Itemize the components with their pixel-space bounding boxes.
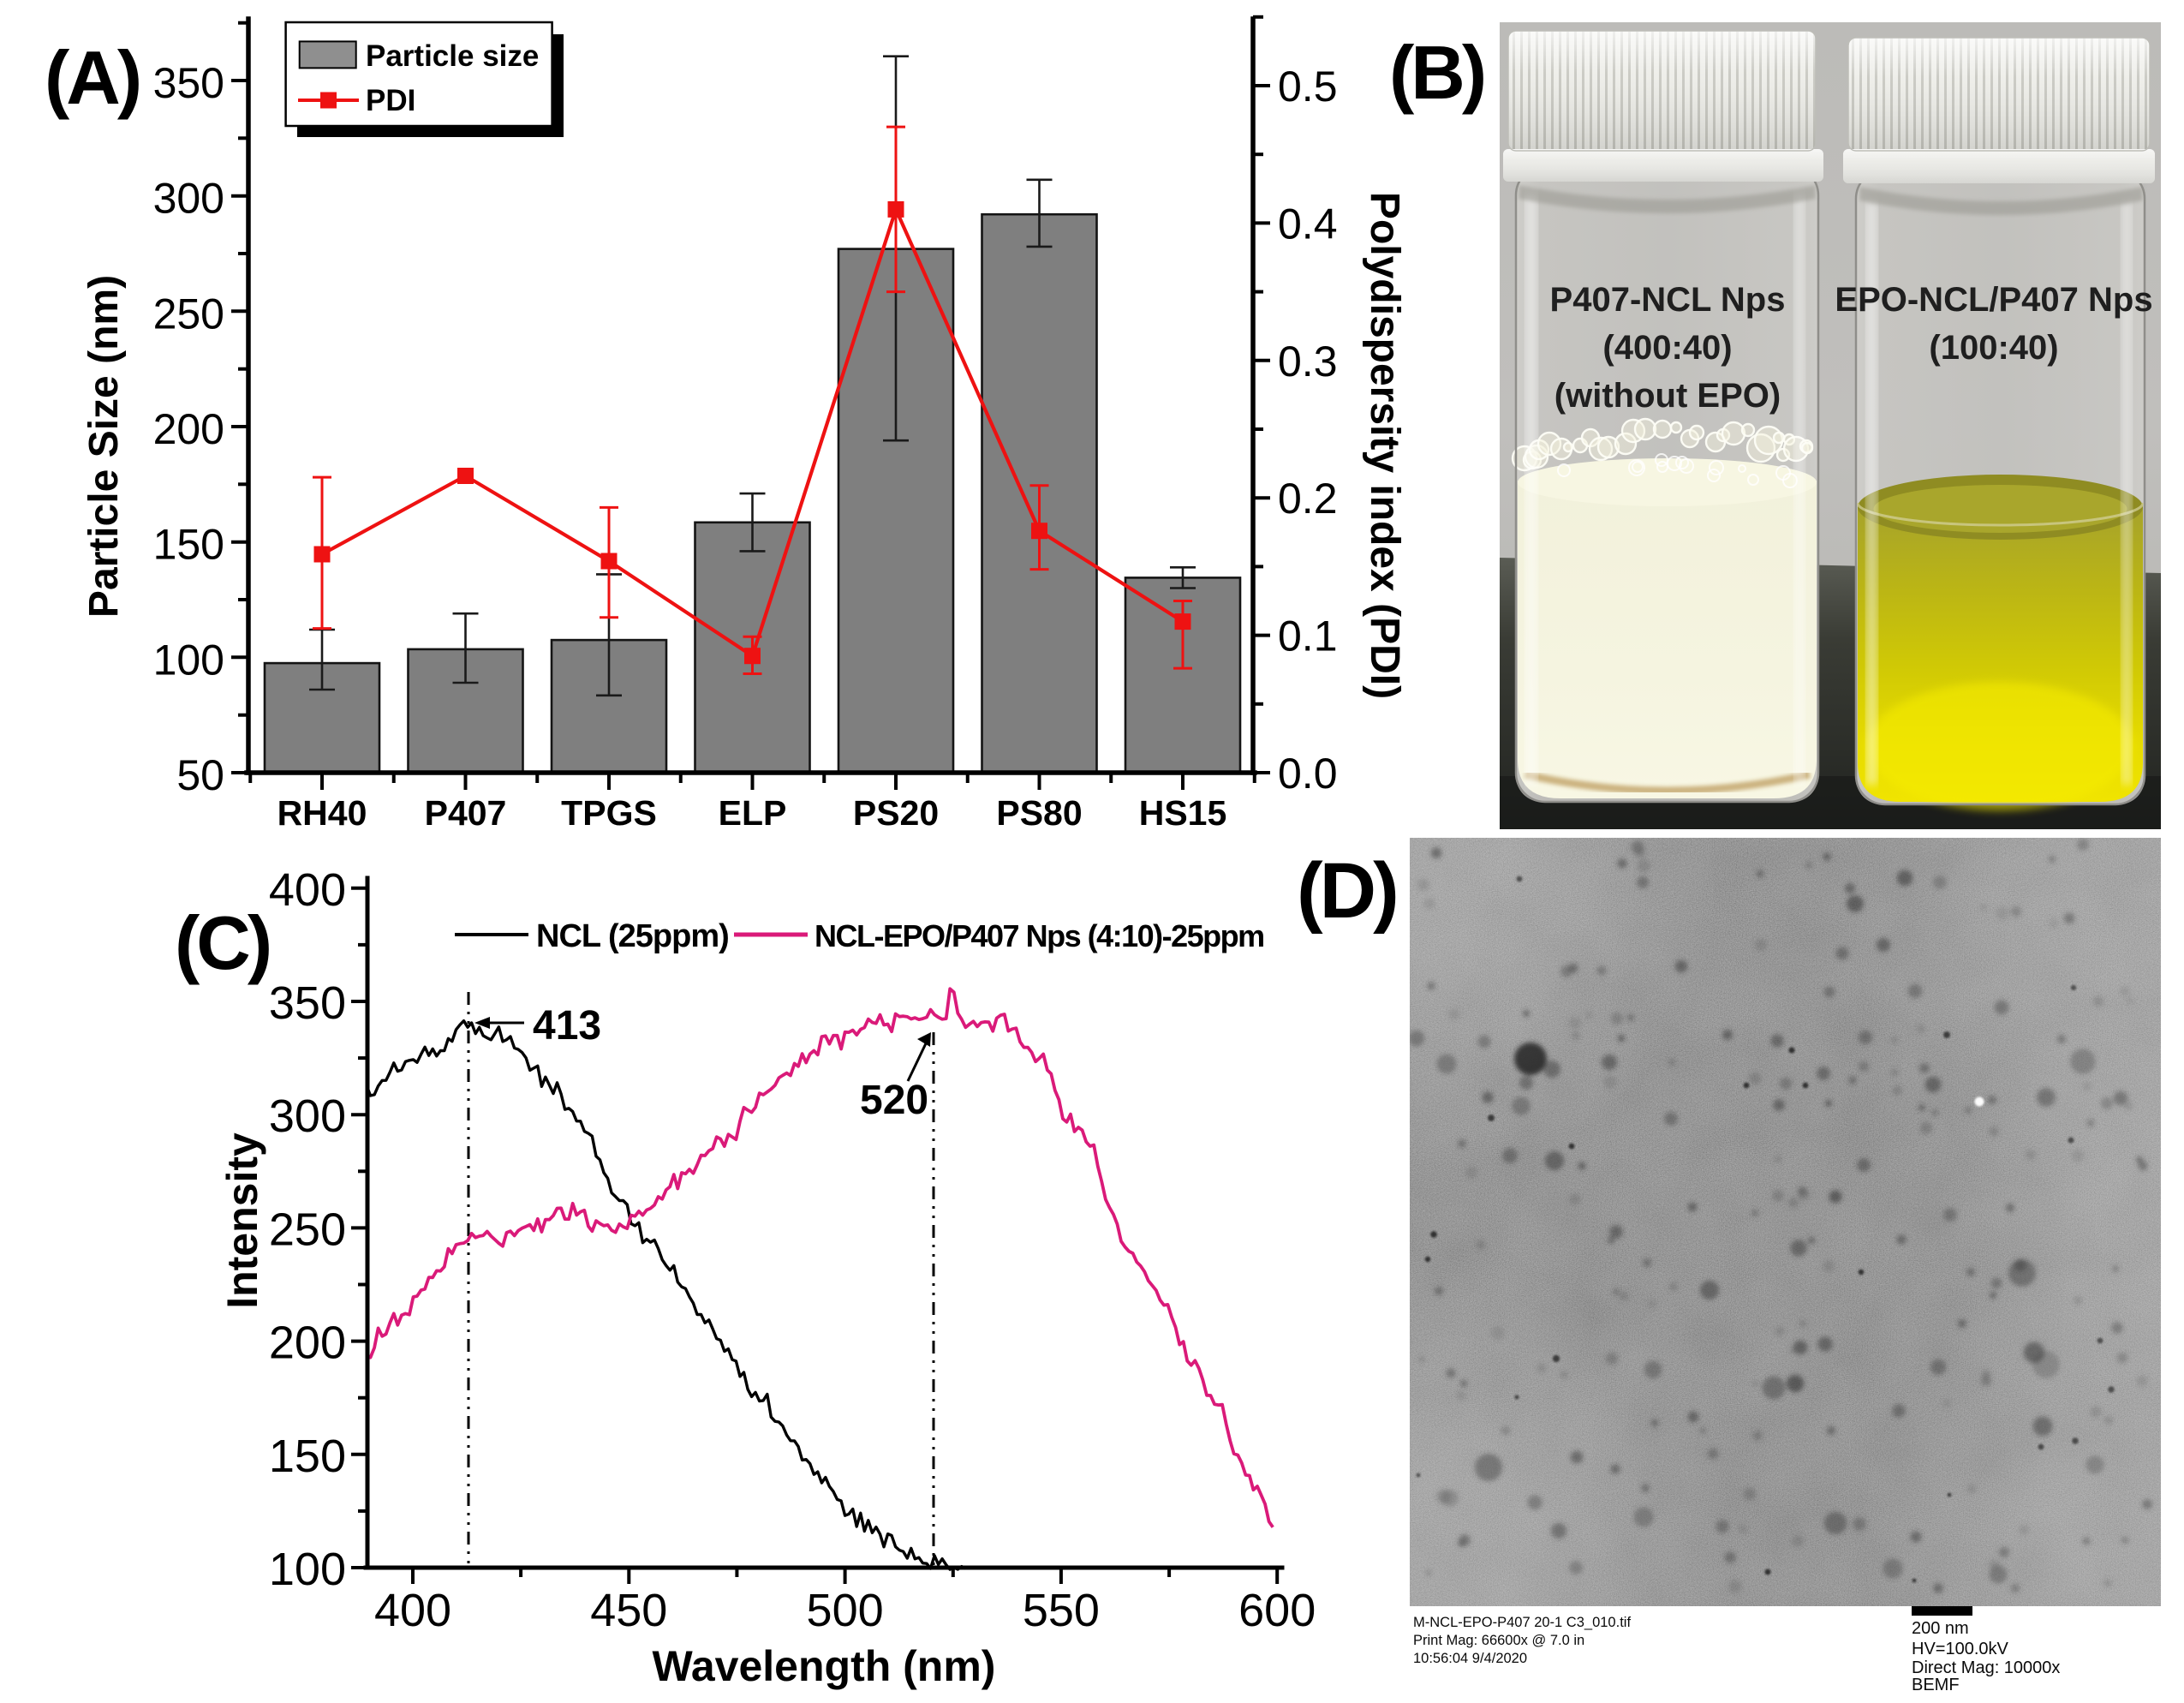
svg-text:10:56:04 9/4/2020: 10:56:04 9/4/2020	[1413, 1651, 1527, 1666]
svg-text:500: 500	[807, 1585, 884, 1636]
svg-text:450: 450	[590, 1585, 667, 1636]
svg-text:100: 100	[153, 636, 224, 684]
svg-text:(without EPO): (without EPO)	[1554, 377, 1781, 415]
svg-text:PS20: PS20	[853, 793, 939, 833]
svg-text:NCL (25ppm): NCL (25ppm)	[536, 918, 729, 954]
svg-text:150: 150	[153, 521, 224, 569]
svg-text:200 nm: 200 nm	[1912, 1619, 1969, 1638]
svg-text:BEMF: BEMF	[1912, 1676, 1960, 1694]
svg-text:0.4: 0.4	[1278, 200, 1338, 248]
svg-text:(100:40): (100:40)	[1929, 329, 2058, 367]
svg-text:250: 250	[269, 1204, 346, 1255]
svg-text:RH40: RH40	[277, 793, 367, 833]
svg-text:P407-NCL Nps: P407-NCL Nps	[1550, 281, 1786, 319]
svg-text:300: 300	[153, 175, 224, 223]
svg-text:PS80: PS80	[996, 793, 1082, 833]
svg-text:0.2: 0.2	[1278, 475, 1338, 523]
svg-text:HV=100.0kV: HV=100.0kV	[1912, 1640, 2009, 1658]
svg-text:0.1: 0.1	[1278, 612, 1338, 660]
svg-text:400: 400	[269, 864, 346, 916]
svg-text:550: 550	[1023, 1585, 1100, 1636]
svg-text:Intensity: Intensity	[218, 1132, 266, 1309]
svg-text:M-NCL-EPO-P407 20-1 C3_010.tif: M-NCL-EPO-P407 20-1 C3_010.tif	[1413, 1615, 1631, 1630]
svg-text:350: 350	[153, 59, 224, 107]
svg-text:Direct Mag: 10000x: Direct Mag: 10000x	[1912, 1658, 2060, 1677]
svg-text:Particle Size (nm): Particle Size (nm)	[81, 275, 127, 618]
svg-text:300: 300	[269, 1091, 346, 1142]
svg-text:HS15: HS15	[1139, 793, 1227, 833]
svg-text:Wavelength (nm): Wavelength (nm)	[653, 1642, 996, 1690]
svg-text:350: 350	[269, 977, 346, 1029]
svg-text:520: 520	[860, 1078, 928, 1123]
svg-text:EPO-NCL/P407 Nps: EPO-NCL/P407 Nps	[1835, 281, 2152, 319]
svg-text:Print Mag: 66600x @ 7.0 in: Print Mag: 66600x @ 7.0 in	[1413, 1633, 1584, 1648]
svg-text:150: 150	[269, 1431, 346, 1482]
svg-text:100: 100	[269, 1544, 346, 1595]
svg-text:PDI: PDI	[366, 84, 415, 117]
svg-text:413: 413	[533, 1003, 601, 1049]
svg-text:TPGS: TPGS	[561, 793, 657, 833]
svg-text:Particle size: Particle size	[366, 39, 539, 73]
svg-text:200: 200	[269, 1318, 346, 1369]
svg-text:600: 600	[1238, 1585, 1316, 1636]
svg-text:0.0: 0.0	[1278, 750, 1338, 798]
svg-text:50: 50	[176, 751, 224, 799]
svg-text:Polydispersity index (PDI): Polydispersity index (PDI)	[1362, 192, 1407, 699]
svg-text:0.5: 0.5	[1278, 63, 1338, 111]
svg-text:P407: P407	[425, 793, 507, 833]
svg-text:NCL-EPO/P407 Nps (4:10)-25ppm: NCL-EPO/P407 Nps (4:10)-25ppm	[815, 918, 1264, 953]
svg-text:0.3: 0.3	[1278, 338, 1338, 385]
svg-text:200: 200	[153, 405, 224, 453]
svg-text:(400:40): (400:40)	[1602, 329, 1732, 367]
svg-text:250: 250	[153, 290, 224, 338]
svg-text:ELP: ELP	[719, 793, 787, 833]
svg-text:400: 400	[374, 1585, 451, 1636]
